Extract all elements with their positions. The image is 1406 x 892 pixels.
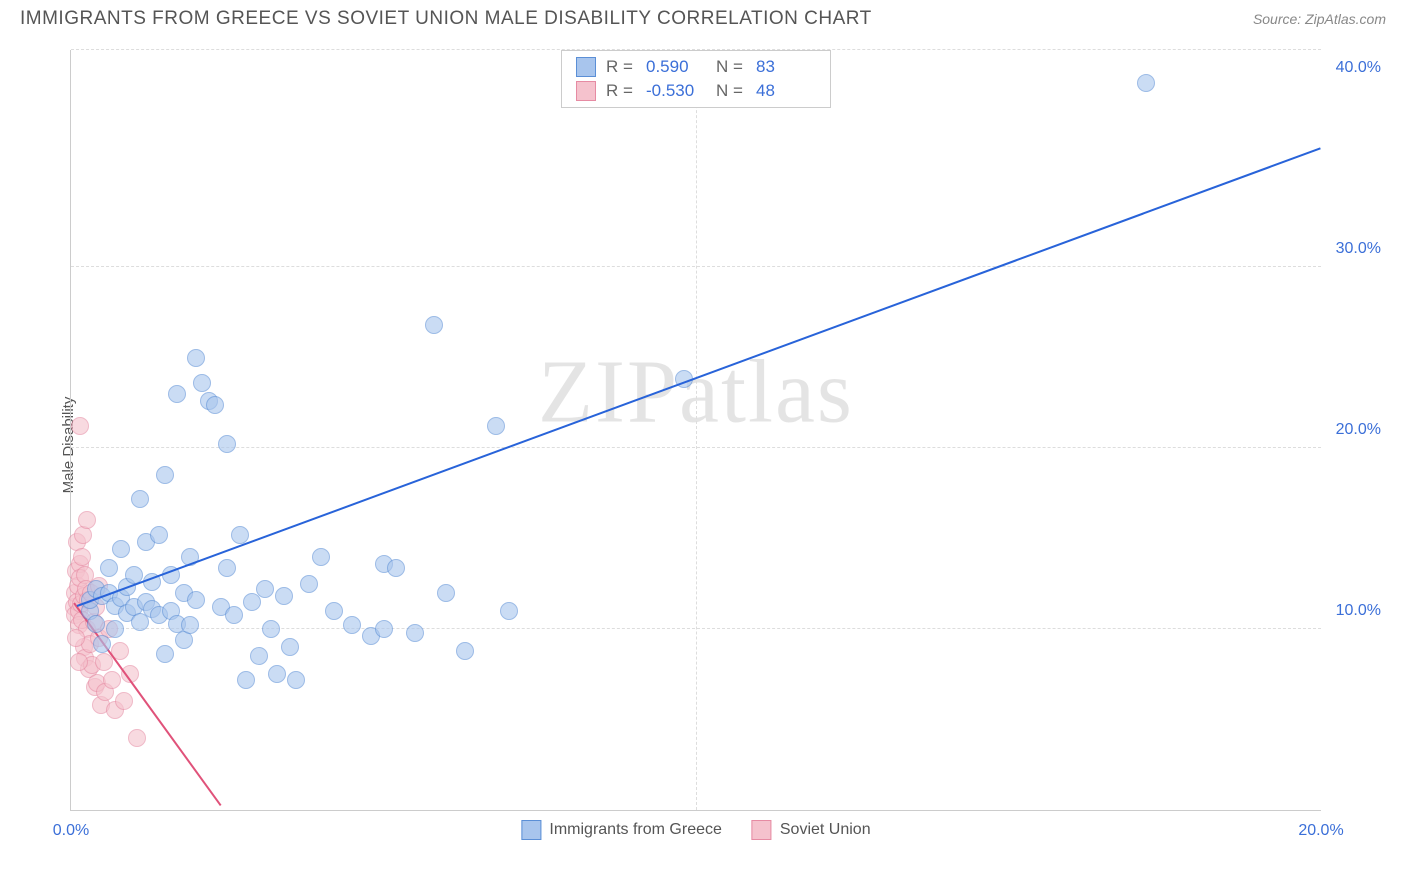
- data-point-blue: [218, 559, 236, 577]
- data-point-blue: [150, 526, 168, 544]
- data-point-blue: [206, 396, 224, 414]
- data-point-pink: [67, 629, 85, 647]
- y-tick-label: 20.0%: [1336, 421, 1381, 439]
- data-point-pink: [115, 692, 133, 710]
- legend-item: Soviet Union: [752, 820, 871, 840]
- data-point-blue: [281, 638, 299, 656]
- chart-title: IMMIGRANTS FROM GREECE VS SOVIET UNION M…: [20, 8, 872, 30]
- y-tick-label: 40.0%: [1336, 59, 1381, 77]
- y-tick-label: 30.0%: [1336, 240, 1381, 258]
- data-point-blue: [168, 385, 186, 403]
- data-point-blue: [456, 642, 474, 660]
- trendline-blue: [77, 148, 1321, 608]
- data-point-pink: [128, 729, 146, 747]
- data-point-blue: [231, 526, 249, 544]
- data-point-blue: [325, 602, 343, 620]
- r-label: R =: [606, 57, 636, 77]
- legend-swatch: [576, 57, 596, 77]
- data-point-blue: [156, 645, 174, 663]
- data-point-blue: [343, 616, 361, 634]
- data-point-blue: [131, 490, 149, 508]
- legend-swatch: [752, 820, 772, 840]
- r-label: R =: [606, 81, 636, 101]
- data-point-blue: [225, 606, 243, 624]
- correlation-legend: R = 0.590 N = 83 R = -0.530 N = 48: [561, 50, 831, 108]
- r-value: 0.590: [646, 57, 706, 77]
- legend-swatch: [576, 81, 596, 101]
- data-point-blue: [250, 647, 268, 665]
- legend-label: Soviet Union: [780, 821, 871, 839]
- data-point-blue: [218, 435, 236, 453]
- legend-row: R = -0.530 N = 48: [576, 79, 816, 103]
- n-label: N =: [716, 81, 746, 101]
- gridline-v: [696, 50, 697, 810]
- data-point-blue: [100, 559, 118, 577]
- n-label: N =: [716, 57, 746, 77]
- data-point-blue: [375, 620, 393, 638]
- data-point-blue: [237, 671, 255, 689]
- series-legend: Immigrants from Greece Soviet Union: [521, 820, 870, 840]
- data-point-blue: [312, 548, 330, 566]
- data-point-blue: [112, 540, 130, 558]
- legend-swatch: [521, 820, 541, 840]
- data-point-blue: [1137, 74, 1155, 92]
- y-tick-label: 10.0%: [1336, 602, 1381, 620]
- data-point-blue: [387, 559, 405, 577]
- data-point-blue: [275, 587, 293, 605]
- data-point-blue: [262, 620, 280, 638]
- data-point-blue: [487, 417, 505, 435]
- data-point-blue: [106, 620, 124, 638]
- r-value: -0.530: [646, 81, 706, 101]
- source-attribution: Source: ZipAtlas.com: [1253, 11, 1386, 27]
- data-point-blue: [93, 635, 111, 653]
- plot-area: R =0.590N =83R =-0.530N =48 ZIPatlas Imm…: [70, 50, 1321, 811]
- data-point-blue: [425, 316, 443, 334]
- data-point-blue: [87, 615, 105, 633]
- data-point-blue: [437, 584, 455, 602]
- data-point-pink: [71, 417, 89, 435]
- data-point-blue: [181, 616, 199, 634]
- data-point-blue: [193, 374, 211, 392]
- n-value: 48: [756, 81, 816, 101]
- data-point-blue: [187, 349, 205, 367]
- x-tick-label: 0.0%: [53, 822, 89, 840]
- legend-label: Immigrants from Greece: [549, 821, 721, 839]
- data-point-blue: [300, 575, 318, 593]
- data-point-blue: [500, 602, 518, 620]
- data-point-pink: [103, 671, 121, 689]
- data-point-pink: [78, 511, 96, 529]
- data-point-pink: [70, 653, 88, 671]
- data-point-blue: [406, 624, 424, 642]
- chart-container: Male Disability R =0.590N =83R =-0.530N …: [50, 40, 1390, 850]
- data-point-blue: [268, 665, 286, 683]
- data-point-blue: [256, 580, 274, 598]
- legend-item: Immigrants from Greece: [521, 820, 721, 840]
- data-point-blue: [156, 466, 174, 484]
- data-point-blue: [187, 591, 205, 609]
- header: IMMIGRANTS FROM GREECE VS SOVIET UNION M…: [0, 0, 1406, 34]
- n-value: 83: [756, 57, 816, 77]
- data-point-blue: [287, 671, 305, 689]
- legend-row: R = 0.590 N = 83: [576, 55, 816, 79]
- data-point-pink: [73, 548, 91, 566]
- x-tick-label: 20.0%: [1298, 822, 1343, 840]
